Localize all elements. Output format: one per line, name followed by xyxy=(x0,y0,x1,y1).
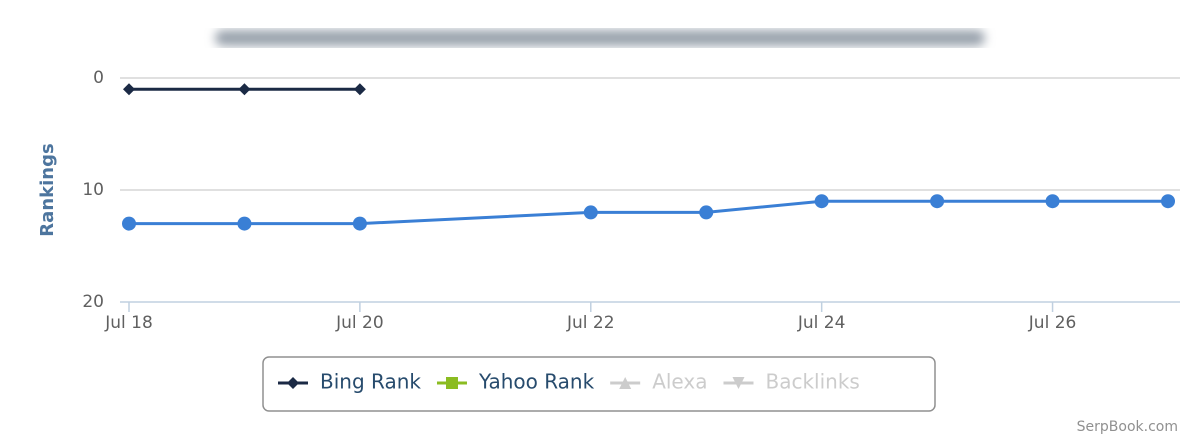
legend-label[interactable]: Bing Rank xyxy=(320,370,421,394)
x-tick-label: Jul 24 xyxy=(797,313,846,333)
legend-label[interactable]: Backlinks xyxy=(765,370,859,394)
legend-label[interactable]: Alexa xyxy=(652,370,707,394)
data-point xyxy=(352,216,367,231)
data-point xyxy=(238,83,251,96)
data-point xyxy=(583,205,598,220)
y-tick-label: 0 xyxy=(93,68,104,88)
data-point xyxy=(1161,194,1175,209)
legend-symbol xyxy=(287,377,299,389)
data-point xyxy=(1045,194,1060,209)
data-point xyxy=(814,194,829,209)
x-tick-label: Jul 26 xyxy=(1028,313,1077,333)
legend-box xyxy=(262,356,936,412)
legend-symbol xyxy=(732,377,745,389)
y-axis-label: Rankings xyxy=(37,143,58,236)
x-tick-label: Jul 18 xyxy=(104,313,153,333)
legend-symbol xyxy=(445,377,458,389)
y-tick-label: 20 xyxy=(82,292,104,312)
data-point xyxy=(237,216,252,231)
data-point xyxy=(353,83,366,96)
series-line xyxy=(129,199,1168,226)
data-point xyxy=(122,216,136,231)
data-point xyxy=(123,83,135,96)
data-point xyxy=(930,194,945,209)
y-tick-label: 10 xyxy=(82,180,104,200)
x-tick-label: Jul 22 xyxy=(566,313,615,333)
data-point xyxy=(699,205,714,220)
legend-symbol xyxy=(619,377,632,389)
legend-label[interactable]: Yahoo Rank xyxy=(478,370,595,394)
blurred-title xyxy=(215,30,985,46)
x-tick-label: Jul 20 xyxy=(335,313,384,333)
credits[interactable]: SerpBook.com xyxy=(1077,419,1178,435)
